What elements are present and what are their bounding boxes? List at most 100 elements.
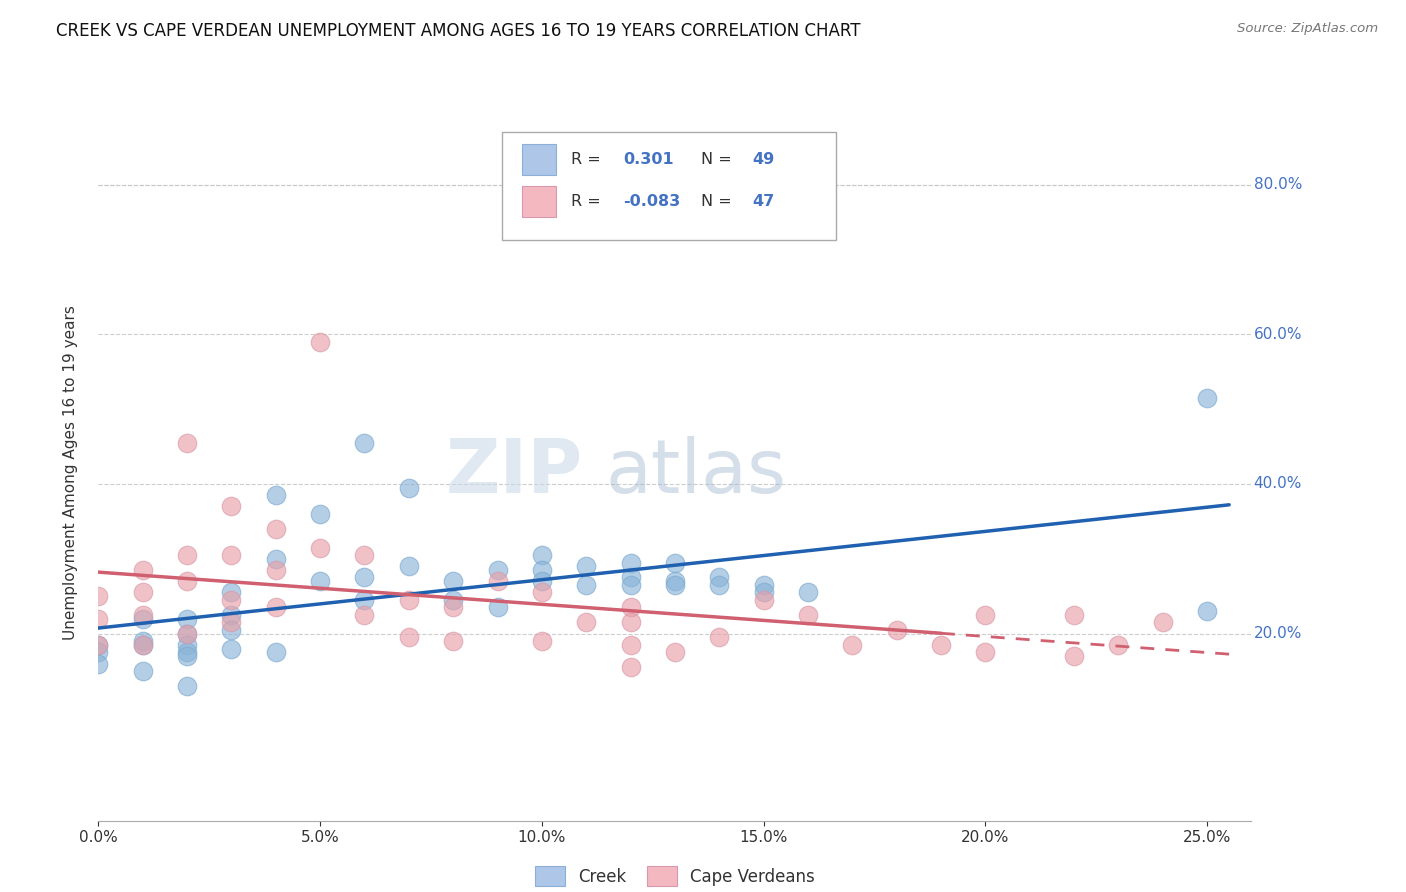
Text: R =: R =	[571, 153, 606, 167]
Point	[176, 548, 198, 562]
Point	[353, 607, 375, 622]
Point	[264, 600, 287, 615]
Point	[309, 541, 332, 555]
Point	[1063, 607, 1085, 622]
Text: atlas: atlas	[606, 436, 787, 509]
Point	[575, 559, 598, 574]
Point	[1195, 391, 1218, 405]
Text: CREEK VS CAPE VERDEAN UNEMPLOYMENT AMONG AGES 16 TO 19 YEARS CORRELATION CHART: CREEK VS CAPE VERDEAN UNEMPLOYMENT AMONG…	[56, 22, 860, 40]
FancyBboxPatch shape	[522, 144, 557, 176]
Point	[132, 638, 155, 652]
Text: 49: 49	[752, 153, 775, 167]
Text: Source: ZipAtlas.com: Source: ZipAtlas.com	[1237, 22, 1378, 36]
Point	[309, 574, 332, 589]
Point	[264, 488, 287, 502]
Point	[575, 578, 598, 592]
Point	[87, 638, 110, 652]
Point	[264, 563, 287, 577]
Point	[221, 593, 243, 607]
Point	[353, 548, 375, 562]
Point	[664, 574, 686, 589]
Point	[176, 626, 198, 640]
Point	[486, 600, 509, 615]
Point	[221, 615, 243, 630]
Text: 60.0%: 60.0%	[1254, 326, 1302, 342]
Point	[752, 578, 775, 592]
Text: N =: N =	[702, 153, 737, 167]
Point	[664, 556, 686, 570]
Point	[264, 551, 287, 566]
Point	[619, 556, 641, 570]
Point	[87, 589, 110, 603]
Point	[264, 522, 287, 536]
Point	[132, 664, 155, 678]
Point	[664, 578, 686, 592]
Point	[797, 585, 820, 599]
Point	[309, 507, 332, 521]
Text: R =: R =	[571, 194, 606, 209]
Point	[309, 334, 332, 349]
Point	[797, 607, 820, 622]
Point	[132, 585, 155, 599]
Text: 0.301: 0.301	[623, 153, 673, 167]
Point	[87, 657, 110, 671]
Point	[87, 612, 110, 626]
Point	[176, 612, 198, 626]
Point	[1152, 615, 1174, 630]
Point	[176, 638, 198, 652]
Point	[176, 679, 198, 693]
Text: 47: 47	[752, 194, 775, 209]
Point	[221, 500, 243, 514]
Point	[530, 548, 553, 562]
Point	[886, 623, 908, 637]
Point	[619, 578, 641, 592]
Text: ZIP: ZIP	[446, 436, 582, 509]
Point	[132, 634, 155, 648]
Point	[176, 648, 198, 663]
Text: N =: N =	[702, 194, 737, 209]
Point	[530, 634, 553, 648]
Point	[398, 593, 420, 607]
Point	[575, 615, 598, 630]
Point	[619, 660, 641, 674]
Legend: Creek, Cape Verdeans: Creek, Cape Verdeans	[529, 860, 821, 892]
Point	[221, 641, 243, 656]
Point	[132, 607, 155, 622]
Point	[841, 638, 863, 652]
Point	[176, 645, 198, 659]
Point	[441, 593, 464, 607]
Point	[619, 615, 641, 630]
Point	[619, 638, 641, 652]
Point	[619, 570, 641, 584]
Point	[709, 631, 731, 645]
Point	[530, 585, 553, 599]
Text: 40.0%: 40.0%	[1254, 476, 1302, 491]
Point	[264, 645, 287, 659]
Point	[974, 645, 997, 659]
Point	[1063, 648, 1085, 663]
Point	[974, 607, 997, 622]
Point	[441, 634, 464, 648]
Text: 20.0%: 20.0%	[1254, 626, 1302, 641]
Point	[176, 626, 198, 640]
Text: -0.083: -0.083	[623, 194, 681, 209]
Point	[441, 600, 464, 615]
Point	[176, 435, 198, 450]
Point	[353, 570, 375, 584]
Point	[132, 638, 155, 652]
Point	[176, 574, 198, 589]
Point	[441, 574, 464, 589]
Point	[398, 481, 420, 495]
Text: 80.0%: 80.0%	[1254, 178, 1302, 193]
Point	[530, 574, 553, 589]
Point	[398, 559, 420, 574]
Point	[398, 631, 420, 645]
Point	[929, 638, 952, 652]
Point	[353, 593, 375, 607]
FancyBboxPatch shape	[522, 186, 557, 217]
Point	[709, 570, 731, 584]
Point	[353, 435, 375, 450]
Point	[221, 623, 243, 637]
Point	[664, 645, 686, 659]
Point	[709, 578, 731, 592]
